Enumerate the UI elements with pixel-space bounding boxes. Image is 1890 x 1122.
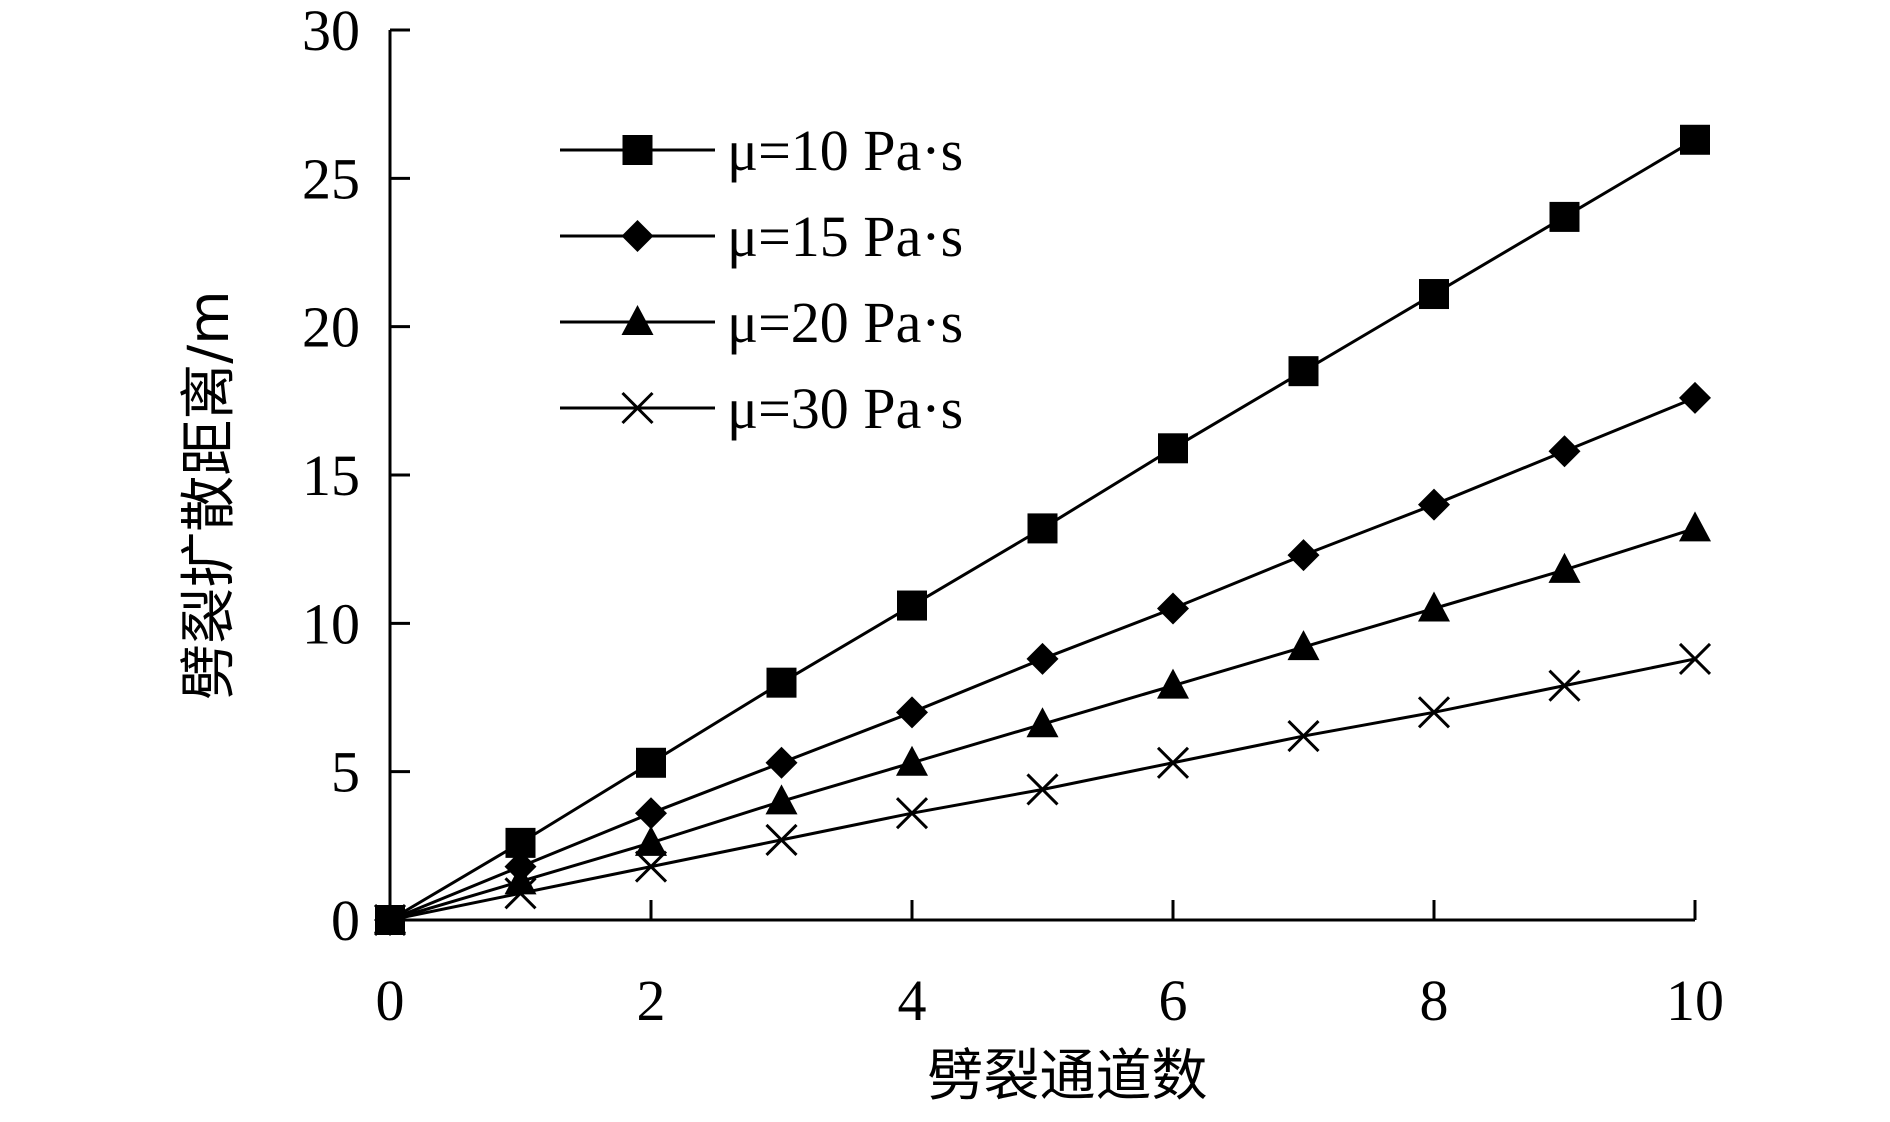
data-point <box>634 850 668 883</box>
data-point <box>1287 539 1320 572</box>
y-tick-label: 25 <box>302 146 360 211</box>
data-point <box>1026 642 1059 675</box>
x-tick-label: 0 <box>376 968 405 1033</box>
data-point <box>1548 669 1581 702</box>
data-point <box>1679 381 1711 414</box>
y-axis-title: 劈裂扩散距离/m <box>177 290 242 699</box>
data-point <box>765 746 798 779</box>
x-axis-title: 劈裂通道数 <box>928 1044 1208 1109</box>
legend-label: μ=10 Pa·s <box>727 118 963 183</box>
legend-marker <box>621 391 654 425</box>
x-tick-label: 4 <box>898 968 927 1033</box>
data-point <box>636 747 666 778</box>
data-point <box>635 797 667 830</box>
y-tick-label: 0 <box>331 888 360 953</box>
x-tick-label: 8 <box>1420 968 1449 1033</box>
data-point <box>765 784 798 815</box>
data-point <box>1548 552 1581 583</box>
data-point <box>1678 642 1712 675</box>
data-point <box>1026 773 1059 806</box>
y-tick-label: 5 <box>331 740 360 805</box>
y-tick-label: 20 <box>302 295 360 360</box>
legend-marker <box>621 305 654 335</box>
y-tick-label: 30 <box>302 0 360 63</box>
data-point <box>1287 720 1320 753</box>
data-point <box>1288 356 1319 387</box>
data-point <box>1679 511 1711 542</box>
data-point <box>1549 201 1580 232</box>
data-point <box>1417 696 1451 729</box>
data-point <box>504 877 537 910</box>
data-point <box>765 823 798 856</box>
data-point <box>635 825 667 856</box>
data-point <box>1680 124 1710 155</box>
legend-label: μ=30 Pa·s <box>727 376 963 441</box>
x-tick-label: 6 <box>1159 968 1188 1033</box>
legend-label: μ=15 Pa·s <box>727 204 963 269</box>
data-point <box>1157 668 1189 699</box>
data-point <box>896 696 928 729</box>
legend-label: μ=20 Pa·s <box>727 290 963 355</box>
data-point <box>1548 435 1581 468</box>
data-point <box>1419 279 1449 310</box>
y-tick-label: 10 <box>302 591 360 656</box>
data-point <box>896 745 928 776</box>
data-point <box>1418 591 1450 622</box>
data-point <box>1287 630 1320 661</box>
legend-marker <box>622 135 653 165</box>
data-point <box>1156 746 1190 779</box>
data-point <box>1158 433 1188 464</box>
data-point <box>895 797 929 830</box>
y-tick-label: 15 <box>302 443 360 508</box>
data-point <box>766 667 797 698</box>
data-point <box>1026 707 1059 738</box>
x-tick-label: 10 <box>1666 968 1724 1033</box>
legend-marker <box>621 220 654 252</box>
data-point <box>1157 592 1189 625</box>
data-point <box>373 903 407 937</box>
data-point <box>1418 488 1450 521</box>
x-tick-label: 2 <box>637 968 666 1033</box>
data-point <box>1027 513 1058 544</box>
data-point <box>897 590 927 621</box>
